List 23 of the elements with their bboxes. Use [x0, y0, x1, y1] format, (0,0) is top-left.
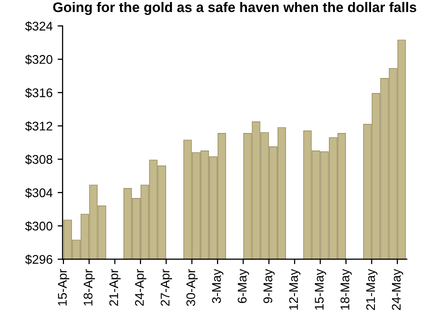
x-tick-label: 3-May: [212, 268, 224, 304]
x-tick-label: 18-Apr: [84, 269, 95, 306]
y-tick-label: $312: [25, 121, 52, 132]
x-tick-label: 30-Apr: [186, 269, 198, 306]
x-tick-label: 15-May: [314, 268, 326, 310]
x-tick-label: 6-May: [238, 268, 250, 304]
x-tick-label: 18-May: [340, 268, 352, 310]
x-tick-label: 21-May: [366, 268, 378, 310]
y-tick-label: $320: [25, 54, 52, 65]
x-tick-label: 9-May: [263, 268, 275, 304]
x-tick-label: 27-Apr: [160, 269, 172, 306]
x-tick-label: 21-Apr: [109, 269, 121, 306]
chart-title: Going for the gold as a safe haven when the dollar falls: [53, 2, 416, 15]
x-tick-label: 24-May: [392, 268, 404, 310]
y-tick-label: $316: [25, 88, 52, 98]
x-tick-label: 15-Apr: [58, 269, 70, 306]
y-tick-label: $304: [25, 188, 52, 198]
x-tick-label: 12-May: [289, 268, 300, 310]
y-tick-label: $300: [25, 221, 52, 232]
y-tick-label: $296: [25, 254, 52, 265]
y-tick-label: $308: [25, 154, 52, 165]
y-tick-label: $324: [25, 21, 52, 32]
x-tick-label: 24-Apr: [135, 269, 146, 306]
